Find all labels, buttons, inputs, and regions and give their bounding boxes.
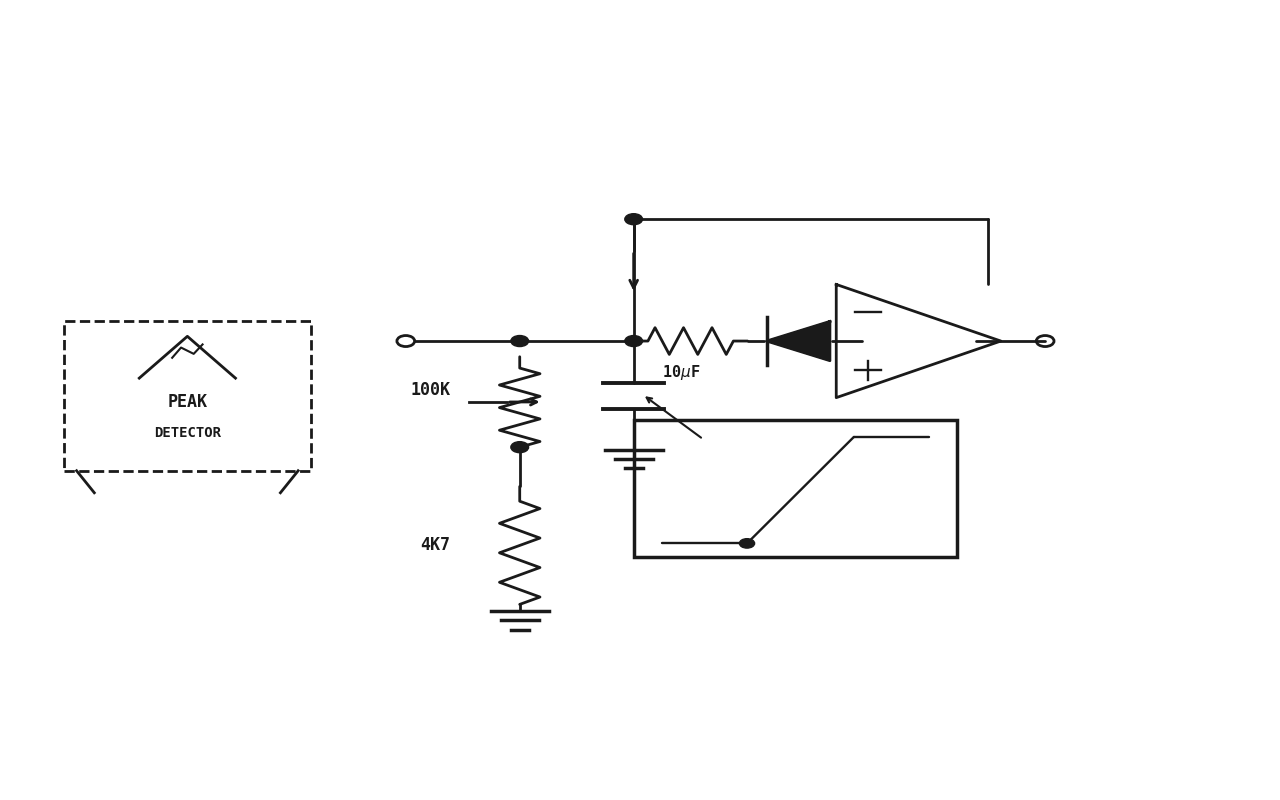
Circle shape: [511, 442, 529, 453]
Circle shape: [625, 214, 643, 225]
Bar: [64, 322, 311, 470]
Text: DETECTOR: DETECTOR: [154, 426, 221, 441]
Bar: [634, 420, 956, 558]
Circle shape: [511, 335, 529, 346]
Text: 10$\mu$F: 10$\mu$F: [662, 363, 700, 382]
Text: 100K: 100K: [410, 381, 451, 399]
Circle shape: [625, 335, 643, 346]
Text: PEAK: PEAK: [168, 393, 207, 411]
Text: 4K7: 4K7: [420, 537, 451, 554]
Circle shape: [740, 538, 755, 548]
Polygon shape: [767, 322, 829, 361]
